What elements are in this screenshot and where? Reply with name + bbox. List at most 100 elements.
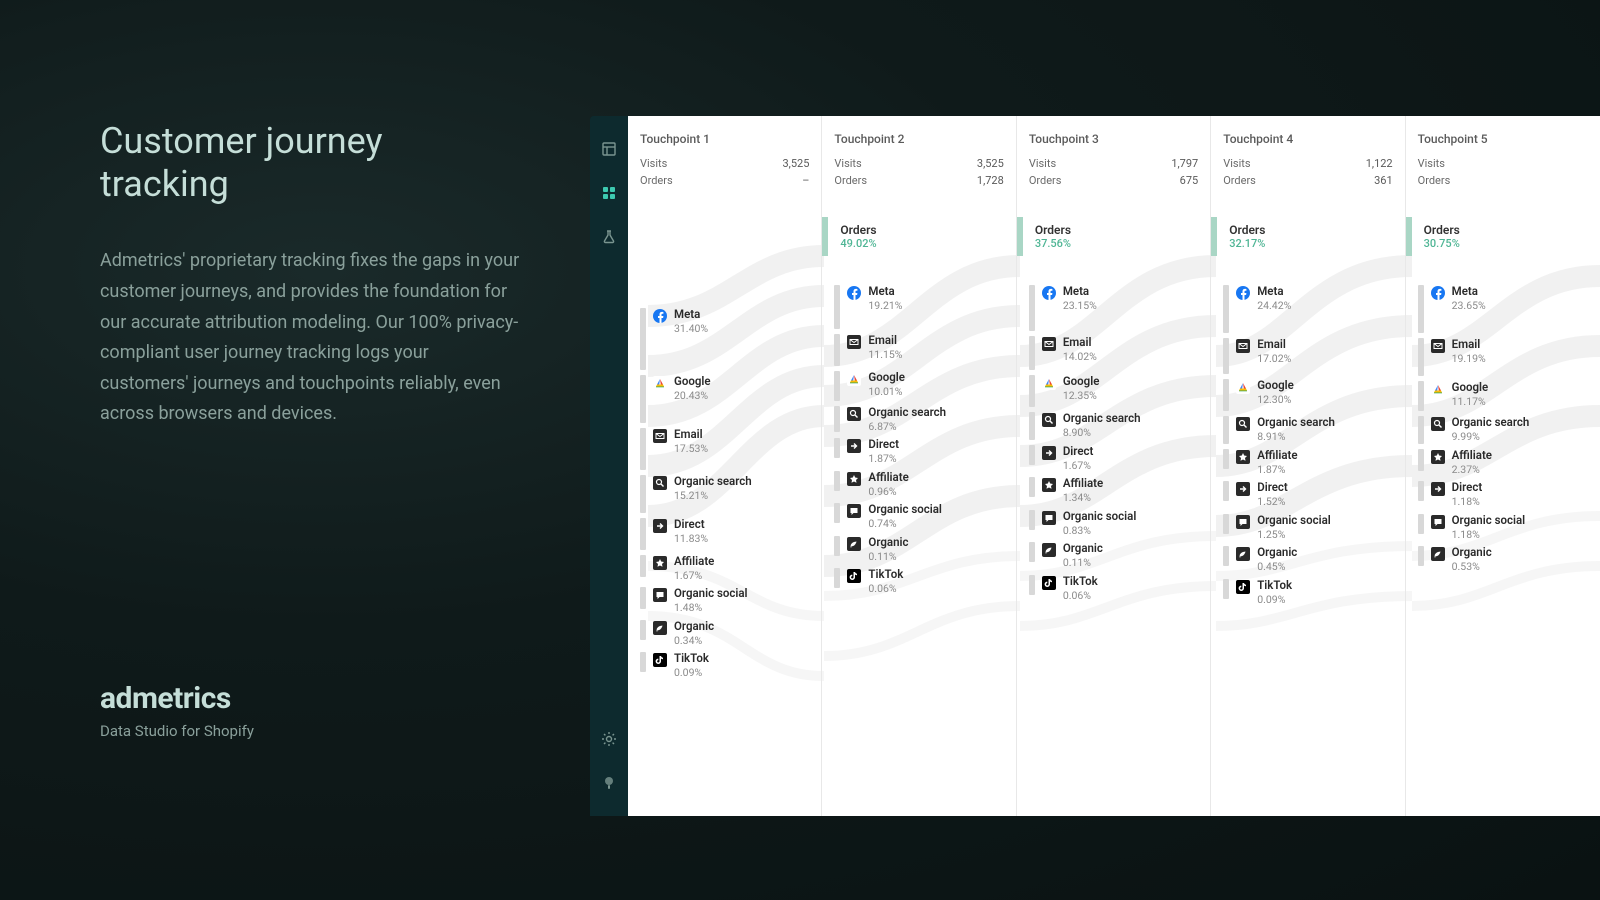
channel-bar — [1418, 285, 1424, 333]
channel-bar — [640, 428, 646, 470]
channel-bar — [1029, 412, 1035, 440]
visits-value: 3,525 — [783, 156, 810, 173]
channel-row[interactable]: Google11.17% — [1418, 380, 1588, 412]
channel-row[interactable]: Direct1.18% — [1418, 480, 1588, 509]
channel-bar — [834, 371, 840, 401]
channel-row[interactable]: Direct11.83% — [640, 517, 809, 551]
touchpoint-stats: Visits1,122Orders361 — [1223, 156, 1392, 189]
channel-row[interactable]: Email14.02% — [1029, 335, 1198, 371]
channel-row[interactable]: Organic search8.91% — [1223, 415, 1392, 445]
channel-row[interactable]: Meta31.40% — [640, 307, 809, 371]
channel-row[interactable]: Organic0.53% — [1418, 545, 1588, 574]
orders-label: Orders — [1223, 173, 1256, 190]
orders-block-pct: 32.17% — [1229, 237, 1382, 250]
channel-pct: 0.45% — [1257, 560, 1392, 574]
nav-help-icon[interactable] — [600, 774, 618, 792]
nav-flask-icon[interactable] — [600, 228, 618, 246]
channel-row[interactable]: Meta24.42% — [1223, 284, 1392, 334]
channel-pct: 11.83% — [674, 532, 809, 546]
orders-label: Orders — [1029, 173, 1062, 190]
brand-tagline: Data Studio for Shopify — [100, 722, 254, 740]
channel-row[interactable]: Organic social1.48% — [640, 586, 809, 615]
channel-row[interactable]: Direct1.67% — [1029, 444, 1198, 473]
channel-row[interactable]: Organic social0.83% — [1029, 509, 1198, 538]
channel-icon — [847, 439, 861, 453]
channel-pct: 2.37% — [1452, 463, 1588, 477]
channel-icon — [1431, 382, 1445, 396]
channel-row[interactable]: Direct1.87% — [834, 437, 1003, 466]
channel-row[interactable]: TikTok0.09% — [1223, 578, 1392, 607]
channel-pct: 9.99% — [1452, 430, 1588, 444]
hero-body: Admetrics' proprietary tracking fixes th… — [100, 246, 520, 430]
brand-block: admetrics Data Studio for Shopify — [100, 681, 254, 740]
channel-row[interactable]: Meta19.21% — [834, 284, 1003, 330]
channel-pct: 0.09% — [674, 666, 809, 680]
channel-row[interactable]: Meta23.65% — [1418, 284, 1588, 334]
channel-row[interactable]: Google12.35% — [1029, 374, 1198, 408]
channel-row[interactable]: Google10.01% — [834, 370, 1003, 402]
channel-icon — [1431, 515, 1445, 529]
channel-row[interactable]: Affiliate2.37% — [1418, 448, 1588, 477]
channel-name: Email — [1257, 338, 1392, 352]
channel-row[interactable]: Google12.30% — [1223, 378, 1392, 412]
nav-grid-icon[interactable] — [600, 184, 618, 202]
visits-label: Visits — [834, 156, 861, 173]
channel-row[interactable]: Affiliate1.87% — [1223, 448, 1392, 477]
channel-pct: 17.53% — [674, 442, 809, 456]
channel-row[interactable]: Affiliate1.67% — [640, 554, 809, 583]
channel-row[interactable]: Direct1.52% — [1223, 480, 1392, 509]
channel-pct: 23.15% — [1063, 299, 1198, 313]
channel-icon — [847, 407, 861, 421]
channel-row[interactable]: Affiliate1.34% — [1029, 476, 1198, 505]
channel-row[interactable]: Organic social0.74% — [834, 502, 1003, 531]
channel-list: Meta23.65%Email19.19%Google11.17%Organic… — [1418, 284, 1588, 575]
channel-row[interactable]: TikTok0.06% — [1029, 574, 1198, 603]
channel-name: Organic search — [1257, 416, 1392, 430]
channel-icon — [1236, 580, 1250, 594]
channel-icon — [653, 429, 667, 443]
channel-row[interactable]: Organic social1.18% — [1418, 513, 1588, 542]
channel-name: Google — [674, 375, 809, 389]
channel-bar — [1223, 514, 1229, 534]
channel-bar — [640, 555, 646, 577]
dashboard-window: Touchpoint 1Visits3,525Orders–Meta31.40%… — [590, 116, 1600, 816]
channel-row[interactable]: Organic search6.87% — [834, 405, 1003, 434]
channel-pct: 0.74% — [868, 517, 1003, 531]
channel-name: Organic — [1257, 546, 1392, 560]
channel-row[interactable]: Organic search8.90% — [1029, 411, 1198, 441]
channel-row[interactable]: Organic search15.21% — [640, 474, 809, 514]
channel-row[interactable]: Organic0.45% — [1223, 545, 1392, 574]
visits-label: Visits — [640, 156, 667, 173]
channel-row[interactable]: Organic0.11% — [834, 535, 1003, 564]
nav-table-icon[interactable] — [600, 140, 618, 158]
channel-name: Direct — [674, 518, 809, 532]
channel-row[interactable]: TikTok0.09% — [640, 651, 809, 680]
channel-name: Meta — [868, 285, 1003, 299]
channel-row[interactable]: Email19.19% — [1418, 337, 1588, 377]
channel-icon — [1236, 482, 1250, 496]
channel-name: Google — [1257, 379, 1392, 393]
channel-row[interactable]: Google20.43% — [640, 374, 809, 424]
channel-row[interactable]: Email11.15% — [834, 333, 1003, 367]
channel-icon — [1236, 417, 1250, 431]
channel-icon — [1042, 478, 1056, 492]
touchpoint-column: Touchpoint 5VisitsOrdersOrders30.75%Meta… — [1406, 116, 1600, 816]
channel-row[interactable]: Meta23.15% — [1029, 284, 1198, 332]
channel-row[interactable]: Email17.02% — [1223, 337, 1392, 375]
channel-row[interactable]: Email17.53% — [640, 427, 809, 471]
channel-row[interactable]: TikTok0.06% — [834, 567, 1003, 596]
channel-row[interactable]: Organic search9.99% — [1418, 415, 1588, 445]
visits-value: 3,525 — [977, 156, 1004, 173]
nav-settings-icon[interactable] — [600, 730, 618, 748]
visits-label: Visits — [1223, 156, 1250, 173]
channel-row[interactable]: Organic0.34% — [640, 619, 809, 648]
channel-row[interactable]: Affiliate0.96% — [834, 470, 1003, 499]
side-nav — [590, 116, 628, 816]
orders-block: Orders49.02% — [822, 217, 1003, 256]
touchpoint-title: Touchpoint 4 — [1223, 132, 1392, 146]
channel-row[interactable]: Organic0.11% — [1029, 541, 1198, 570]
channel-name: Email — [868, 334, 1003, 348]
channel-row[interactable]: Organic social1.25% — [1223, 513, 1392, 542]
channel-pct: 31.40% — [674, 322, 809, 336]
channel-pct: 0.06% — [1063, 589, 1198, 603]
